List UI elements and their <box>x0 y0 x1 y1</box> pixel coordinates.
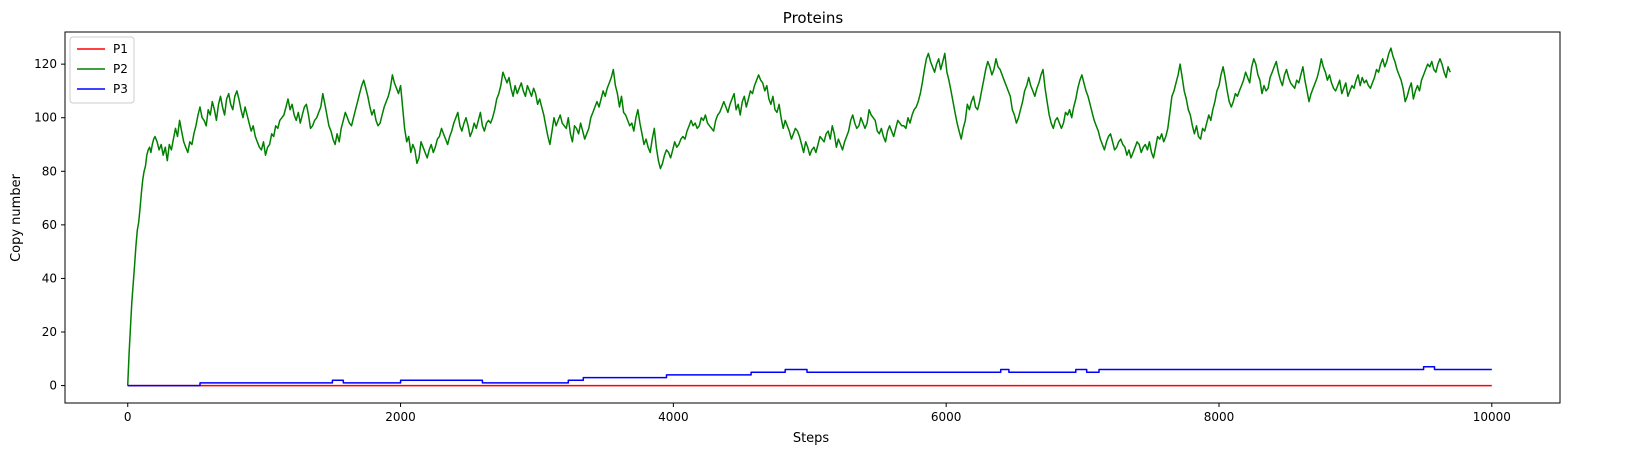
y-axis-label: Copy number <box>9 173 24 262</box>
legend-label-p1: P1 <box>113 42 128 56</box>
y-tick-label: 120 <box>34 57 57 71</box>
chart-title: Proteins <box>783 9 844 27</box>
x-tick-label: 2000 <box>385 410 416 424</box>
x-tick-label: 0 <box>124 410 132 424</box>
x-axis: 0 2000 4000 6000 8000 10000 <box>124 403 1511 424</box>
series-line-p3 <box>128 367 1492 386</box>
axes-frame <box>65 32 1560 403</box>
series-line-p2 <box>128 48 1451 386</box>
legend: P1 P2 P3 <box>70 37 134 103</box>
x-tick-label: 4000 <box>658 410 689 424</box>
y-tick-label: 80 <box>42 164 57 178</box>
y-tick-label: 60 <box>42 218 57 232</box>
legend-label-p3: P3 <box>113 82 128 96</box>
y-tick-label: 40 <box>42 271 57 285</box>
y-tick-label: 100 <box>34 111 57 125</box>
y-axis: 0 20 40 60 80 100 120 <box>34 57 65 392</box>
legend-label-p2: P2 <box>113 62 128 76</box>
x-tick-label: 6000 <box>931 410 962 424</box>
y-tick-label: 0 <box>49 379 57 393</box>
x-tick-label: 8000 <box>1204 410 1235 424</box>
x-tick-label: 10000 <box>1473 410 1511 424</box>
plot-area <box>128 48 1492 386</box>
y-tick-label: 20 <box>42 325 57 339</box>
x-axis-label: Steps <box>793 431 830 446</box>
